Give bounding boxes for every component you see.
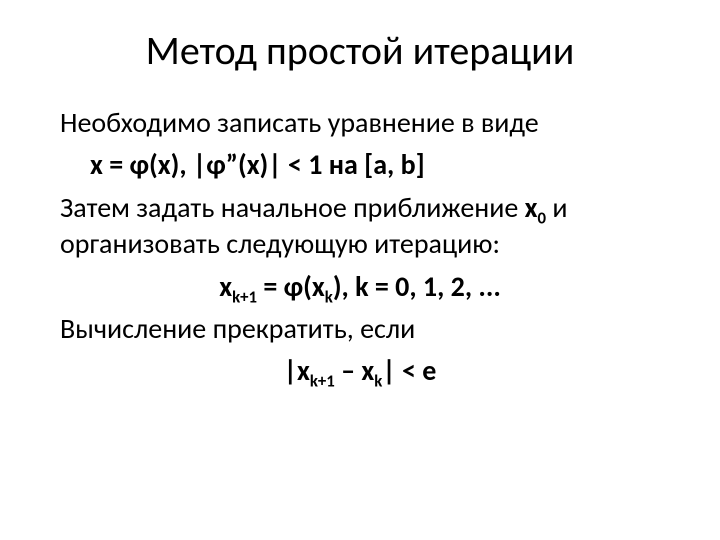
equation-phi: x = φ(x), |φ”(x)| < 1 на [a, b] — [60, 147, 660, 183]
setup-text-a: Затем задать начальное приближение — [60, 190, 525, 225]
equation-stop: |xk+1 – xk| < e — [60, 353, 660, 389]
slide-title: Метод простой итерации — [60, 26, 660, 75]
stop-b: – x — [335, 353, 374, 388]
iter-k: k — [325, 286, 333, 307]
equation-iteration: xk+1 = φ(xk), k = 0, 1, 2, ... — [60, 269, 660, 305]
slide-body: Необходимо записать уравнение в виде x =… — [60, 105, 660, 390]
x0-sub: 0 — [538, 207, 547, 228]
iter-mid: = φ(x — [257, 269, 325, 304]
setup-line: Затем задать начальное приближение x0 и … — [60, 190, 660, 263]
stop-a: |x — [284, 353, 310, 388]
stop-line: Вычисление прекратить, если — [60, 311, 660, 347]
x0-x: x — [525, 190, 538, 225]
intro-line: Необходимо записать уравнение в виде — [60, 105, 660, 141]
iter-x: x — [219, 269, 232, 304]
iter-k1: k+1 — [232, 286, 257, 307]
stop-c: | < e — [382, 353, 436, 388]
stop-k1: k+1 — [310, 371, 335, 392]
slide: Метод простой итерации Необходимо записа… — [0, 0, 720, 540]
iter-tail: ), k = 0, 1, 2, ... — [333, 269, 501, 304]
